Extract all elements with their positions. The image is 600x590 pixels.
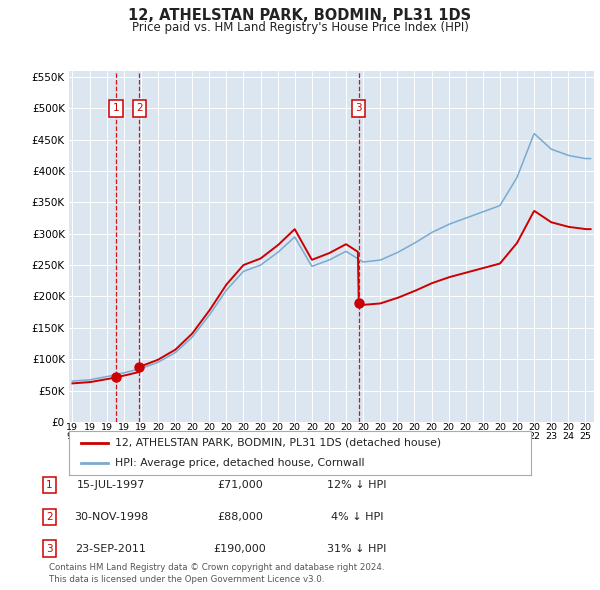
Text: 3: 3 bbox=[355, 103, 362, 113]
Text: Contains HM Land Registry data © Crown copyright and database right 2024.
This d: Contains HM Land Registry data © Crown c… bbox=[49, 563, 385, 584]
Text: 12, ATHELSTAN PARK, BODMIN, PL31 1DS (detached house): 12, ATHELSTAN PARK, BODMIN, PL31 1DS (de… bbox=[115, 438, 442, 448]
Text: Price paid vs. HM Land Registry's House Price Index (HPI): Price paid vs. HM Land Registry's House … bbox=[131, 21, 469, 34]
Text: 1: 1 bbox=[113, 103, 119, 113]
Text: 4% ↓ HPI: 4% ↓ HPI bbox=[331, 512, 383, 522]
Text: £88,000: £88,000 bbox=[217, 512, 263, 522]
Text: £190,000: £190,000 bbox=[214, 544, 266, 553]
Text: HPI: Average price, detached house, Cornwall: HPI: Average price, detached house, Corn… bbox=[115, 458, 365, 468]
Text: £71,000: £71,000 bbox=[217, 480, 263, 490]
Text: 30-NOV-1998: 30-NOV-1998 bbox=[74, 512, 148, 522]
Text: 23-SEP-2011: 23-SEP-2011 bbox=[76, 544, 146, 553]
Text: 12% ↓ HPI: 12% ↓ HPI bbox=[327, 480, 387, 490]
Text: 2: 2 bbox=[46, 512, 53, 522]
Text: 15-JUL-1997: 15-JUL-1997 bbox=[77, 480, 145, 490]
Text: 31% ↓ HPI: 31% ↓ HPI bbox=[328, 544, 386, 553]
Text: 1: 1 bbox=[46, 480, 53, 490]
Text: 2: 2 bbox=[136, 103, 143, 113]
Text: 3: 3 bbox=[46, 544, 53, 553]
Text: 12, ATHELSTAN PARK, BODMIN, PL31 1DS: 12, ATHELSTAN PARK, BODMIN, PL31 1DS bbox=[128, 8, 472, 22]
